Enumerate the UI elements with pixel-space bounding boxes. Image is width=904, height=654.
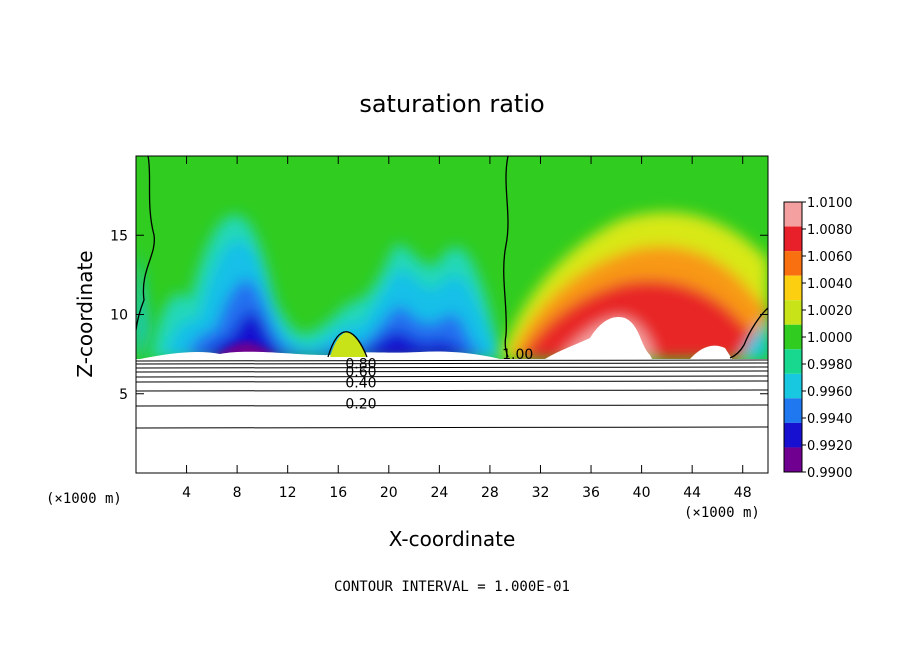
heatmap-field	[136, 156, 768, 359]
colorbar-swatch	[784, 275, 802, 301]
contour-label: 0.20	[345, 396, 376, 412]
contour-labels: 1.00 0.800.600.40 0.20	[345, 347, 533, 412]
x-unit-label: (×1000 m)	[46, 491, 122, 507]
contour-line	[135, 362, 769, 365]
colorbar-label: 1.0080	[807, 223, 853, 238]
colorbar-label: 1.0060	[807, 250, 853, 265]
colorbar: 1.0100 1.0080 1.0060 1.0040 1.0020 1.0000 0.99…	[783, 196, 853, 481]
contour-line	[135, 426, 769, 429]
colorbar-swatch	[784, 324, 802, 350]
contour-interval-note: CONTOUR INTERVAL = 1.000E-01	[334, 579, 570, 595]
x-unit-label-right: (×1000 m)	[684, 505, 760, 521]
contour-line	[135, 375, 769, 378]
contour-line	[135, 389, 769, 392]
contour-bump-yellow	[330, 332, 366, 357]
contour-line	[135, 380, 769, 383]
colorbar-label: 0.9940	[807, 412, 853, 427]
contour-line	[135, 370, 769, 373]
y-tick-label: 10	[110, 308, 128, 324]
contour-line	[135, 404, 769, 407]
colorbar-swatch	[784, 422, 802, 448]
contour-label: 0.40	[345, 376, 376, 392]
colorbar-swatch	[784, 202, 802, 227]
x-tick-label: 12	[279, 485, 297, 501]
cyan-region-right-edge	[740, 320, 768, 359]
colorbar-swatch	[784, 373, 802, 399]
colorbar-label: 0.9980	[807, 358, 853, 373]
x-tick-label: 20	[380, 485, 398, 501]
colorbar-label: 1.0100	[807, 196, 853, 211]
colorbar-label: 0.9920	[807, 439, 853, 454]
colorbar-label: 1.0040	[807, 277, 853, 292]
colorbar-label: 0.9900	[807, 466, 853, 481]
colorbar-swatch	[784, 398, 802, 423]
x-tick-label: 8	[233, 485, 242, 501]
contour-lines	[135, 359, 769, 429]
contour-line-right	[729, 307, 768, 359]
x-axis-ticks: 4 8 12 16 20 24 28 32 36 40 44 48	[182, 156, 752, 501]
x-tick-label: 32	[532, 485, 550, 501]
contour-label: 1.00	[502, 347, 533, 363]
cloud-region-white-2	[690, 345, 732, 359]
contour-line	[135, 366, 769, 369]
contour-label: 0.80	[345, 357, 376, 373]
moist-region-left-darkblue	[200, 311, 470, 359]
colorbar-swatch	[784, 226, 802, 252]
x-tick-label: 44	[683, 485, 701, 501]
colorbar-swatch	[784, 349, 802, 374]
x-tick-label: 36	[582, 485, 600, 501]
contour-label: 0.60	[345, 365, 376, 381]
x-axis-label: X-coordinate	[389, 527, 516, 551]
colorbar-label: 1.0020	[807, 304, 853, 319]
contour-line	[135, 359, 769, 362]
contour-line-left	[136, 156, 155, 331]
x-tick-label: 4	[182, 485, 191, 501]
chart-title: saturation ratio	[359, 90, 544, 118]
cloud-region-white	[545, 316, 652, 359]
x-tick-label: 24	[430, 485, 448, 501]
colorbar-label: 1.0000	[807, 331, 853, 346]
colorbar-swatch	[784, 300, 802, 325]
cloud-region-white-3	[140, 351, 500, 359]
contour-line-middle	[503, 156, 509, 358]
y-tick-label: 15	[110, 228, 128, 244]
x-tick-label: 40	[633, 485, 651, 501]
y-axis-ticks: 5 10 15	[110, 228, 768, 403]
colorbar-label: 0.9960	[807, 385, 853, 400]
x-tick-label: 48	[734, 485, 752, 501]
colorbar-swatch	[784, 251, 802, 276]
contour-line-bump	[327, 331, 368, 358]
x-tick-label: 16	[329, 485, 347, 501]
y-tick-label: 5	[119, 387, 128, 403]
colorbar-swatch	[784, 447, 802, 472]
y-axis-label: Z-coordinate	[73, 250, 97, 377]
x-tick-label: 28	[481, 485, 499, 501]
